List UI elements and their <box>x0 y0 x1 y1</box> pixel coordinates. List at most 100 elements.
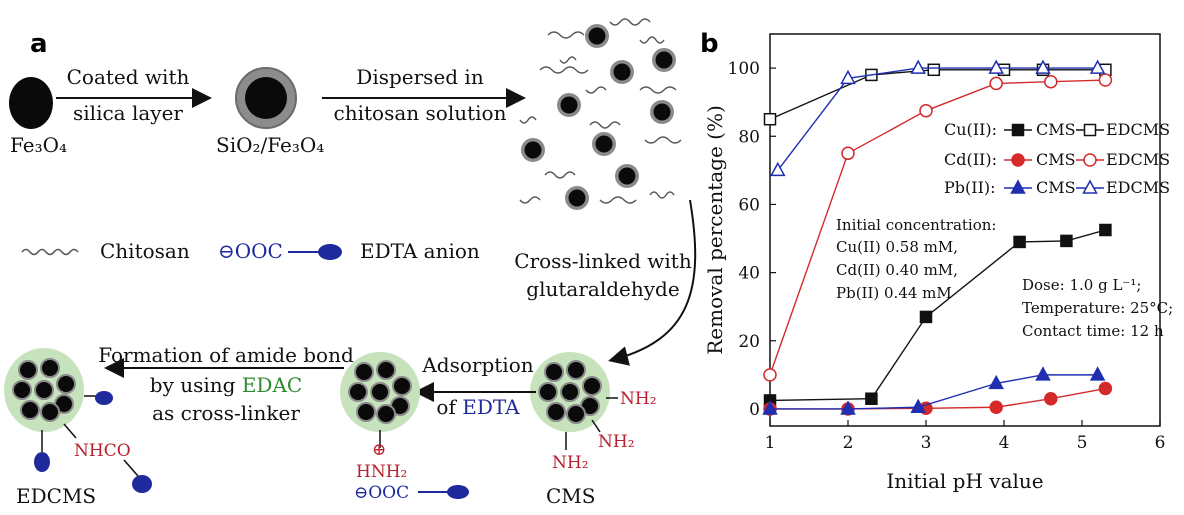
magnetic-core <box>582 376 602 396</box>
data-point <box>1089 366 1106 381</box>
panel-a: a Fe₃O₄ Coated with silica layer SiO₂/Fe… <box>4 18 697 508</box>
chitosan-chain <box>599 196 637 204</box>
nhco-label: NHCO <box>74 441 131 461</box>
legend-cms-label: CMS <box>1036 150 1076 169</box>
sio2fe3o4-label: SiO₂/Fe₃O₄ <box>216 133 324 157</box>
x-tick-label: 2 <box>843 433 854 453</box>
y-axis-title: Removal percentage (%) <box>703 105 727 355</box>
data-point <box>763 368 777 382</box>
legend-edcms-label: EDCMS <box>1106 150 1170 169</box>
cms-nh2-3: NH₂ <box>552 453 589 473</box>
magnetic-core <box>348 382 368 402</box>
dispersed-core <box>560 96 578 114</box>
magnetic-core <box>56 374 76 394</box>
data-point <box>910 59 926 74</box>
y-tick-label: 100 <box>728 59 760 79</box>
chitosan-chain <box>544 171 576 179</box>
chitosan-chain <box>559 56 577 64</box>
chitosan-legend-icon <box>21 248 79 256</box>
magnetic-core <box>538 382 558 402</box>
note-conc-pb: Pb(II) 0.44 mM <box>836 284 952 302</box>
edcms-label: EDCMS <box>16 484 96 508</box>
dispersed-core <box>618 167 636 185</box>
fe3o4-label: Fe₃O₄ <box>10 133 67 157</box>
cms-nh2-1: NH₂ <box>620 389 657 409</box>
sio2-core <box>245 77 287 119</box>
note-temperature: Temperature: 25°C; <box>1022 299 1173 317</box>
dispersed-core <box>613 63 631 81</box>
chitosan-dispersion <box>519 18 682 210</box>
series-layer <box>762 59 1113 416</box>
chitosan-chain <box>589 121 621 129</box>
edcms-bond-tail <box>123 459 139 477</box>
legend-chitosan-label: Chitosan <box>100 239 190 263</box>
nhco-text: NHCO <box>74 441 131 461</box>
mid-edta-icon <box>447 485 469 499</box>
data-point <box>1044 391 1058 406</box>
edta-adsorbed-particle <box>340 352 420 432</box>
magnetic-core <box>376 360 396 380</box>
step5-by-using: by using <box>150 373 242 397</box>
note-dose: Dose: 1.0 g L⁻¹; <box>1022 276 1141 294</box>
data-point <box>989 76 1003 91</box>
step3-label-line1: Cross-linked with <box>514 249 692 273</box>
series-line <box>769 79 1106 376</box>
step4-of: of <box>436 395 462 419</box>
legend-edcms-label: EDCMS <box>1106 178 1170 197</box>
step1-label-line2: silica layer <box>73 101 183 125</box>
chitosan-chain <box>547 31 585 39</box>
magnetic-core <box>546 402 566 422</box>
magnetic-core <box>40 402 60 422</box>
data-point <box>1099 223 1112 237</box>
step3-label-line2: glutaraldehyde <box>526 277 679 301</box>
cms-bond-2 <box>591 419 601 433</box>
dispersed-core <box>653 103 671 121</box>
x-tick-label: 6 <box>1155 433 1166 453</box>
legend-edcms-label: EDCMS <box>1106 120 1170 139</box>
data-point <box>770 161 786 177</box>
chitosan-chain <box>644 136 682 144</box>
magnetic-core <box>34 380 54 400</box>
note-conc-cu: Cu(II) 0.58 mM, <box>836 238 958 256</box>
cms-label: CMS <box>546 484 595 508</box>
chitosan-chain <box>519 116 537 124</box>
dispersed-core <box>595 135 613 153</box>
legend-marker <box>1011 123 1025 137</box>
data-point <box>865 392 878 405</box>
series-pb-ii-cms <box>762 366 1106 415</box>
legend-cms-label: CMS <box>1036 178 1076 197</box>
chitosan-chain <box>609 18 651 26</box>
data-point <box>1044 74 1058 89</box>
series-cu-ii-edcms <box>763 63 1112 126</box>
data-point <box>840 69 856 85</box>
magnetic-core <box>12 380 32 400</box>
legend-marker <box>1083 123 1097 137</box>
magnetic-core <box>566 404 586 424</box>
chitosan-chain <box>639 86 677 94</box>
chitosan-chain <box>585 86 607 94</box>
data-point <box>927 63 941 77</box>
legend-cms-label: CMS <box>1036 120 1076 139</box>
edcms-particle <box>4 348 84 432</box>
legend-metal-label: Cu(II): <box>944 120 997 139</box>
edcms-bond-amide <box>63 423 77 439</box>
magnetic-core <box>354 362 374 382</box>
y-tick-label: 60 <box>738 195 760 215</box>
data-point <box>1089 59 1106 74</box>
step5-label-line2: by using EDAC <box>150 373 302 397</box>
series-line <box>769 229 1106 402</box>
chitosan-chain <box>539 66 589 74</box>
edta-anion-icon <box>318 244 342 260</box>
data-point <box>988 59 1004 74</box>
plot-frame <box>769 33 1161 427</box>
x-tick-label: 5 <box>1077 433 1088 453</box>
note-conc-cd: Cd(II) 0.40 mM, <box>836 261 958 279</box>
step5-edac: EDAC <box>242 373 302 397</box>
panel-b-letter: b <box>700 29 719 59</box>
note-contact-time: Contact time: 12 h <box>1022 322 1164 340</box>
edcms-edta-tail <box>132 475 152 493</box>
step4-label-line1: Adsorption <box>421 353 533 377</box>
data-point <box>919 310 933 324</box>
